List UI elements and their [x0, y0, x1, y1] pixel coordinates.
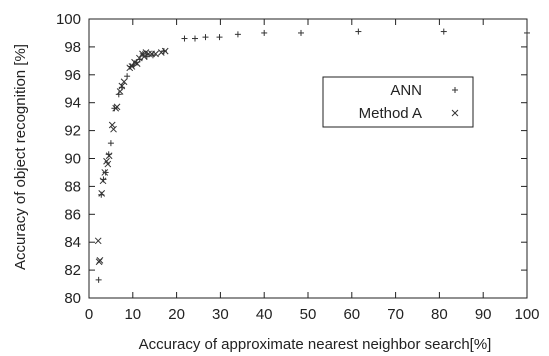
data-point [202, 34, 209, 41]
x-tick-label: 100 [514, 306, 539, 323]
legend-marker-ann [452, 87, 458, 93]
series-ann [95, 28, 530, 283]
plot-area [88, 18, 528, 299]
y-tick-label: 94 [64, 95, 81, 112]
data-point [440, 28, 447, 35]
y-tick-label: 100 [56, 11, 81, 28]
data-point [524, 29, 530, 36]
data-point [104, 160, 112, 168]
y-axis: 80 82 84 86 88 90 92 94 96 98 100 [56, 11, 527, 307]
data-point [128, 63, 136, 70]
series-method-a [94, 47, 169, 266]
data-point [145, 50, 152, 58]
data-point [152, 50, 159, 58]
legend-marker-symbol [451, 109, 459, 117]
data-point [191, 35, 198, 42]
legend-box [322, 76, 474, 128]
data-point [95, 276, 102, 283]
data-point [181, 35, 188, 42]
legend-label-method-a: Method A [359, 105, 422, 122]
y-tick-label: 84 [64, 234, 81, 251]
data-point [355, 28, 362, 35]
y-tick-label: 80 [64, 290, 81, 307]
y-tick-label: 82 [64, 262, 81, 279]
x-tick-label: 90 [475, 306, 492, 323]
y-tick-label: 88 [64, 178, 81, 195]
plot-border [88, 18, 528, 299]
x-tick-label: 10 [124, 306, 141, 323]
data-point [98, 190, 106, 197]
x-tick-label: 70 [387, 306, 404, 323]
data-point [94, 237, 102, 245]
x-tick-label: 80 [431, 306, 448, 323]
data-point [161, 47, 169, 55]
y-tick-label: 86 [64, 206, 81, 223]
x-axis: 0 10 20 30 40 50 60 70 80 90 100 [85, 19, 540, 323]
data-point [101, 169, 109, 176]
data-point [99, 177, 107, 185]
data-point [96, 256, 104, 264]
data-point [234, 31, 241, 38]
data-point [102, 169, 109, 176]
data-point [107, 140, 114, 147]
x-tick-label: 60 [343, 306, 360, 323]
y-tick-label: 98 [64, 39, 81, 56]
y-tick-label: 90 [64, 151, 81, 168]
data-point [116, 88, 124, 95]
data-point [105, 152, 113, 160]
data-point [120, 78, 128, 86]
data-point [216, 34, 223, 41]
data-point [261, 29, 268, 36]
data-point [124, 73, 131, 80]
data-point [157, 49, 165, 56]
legend: ANN Method A [322, 76, 474, 128]
data-series [94, 28, 530, 283]
x-axis-label: Accuracy of approximate nearest neighbor… [139, 336, 492, 353]
data-point [140, 53, 148, 61]
legend-label-ann: ANN [390, 82, 422, 99]
data-point [133, 60, 141, 67]
legend-marker-method-a [451, 109, 459, 117]
x-tick-label: 0 [85, 306, 93, 323]
x-tick-label: 30 [212, 306, 229, 323]
x-tick-label: 50 [300, 306, 317, 323]
x-tick-label: 20 [168, 306, 185, 323]
data-point [297, 29, 304, 36]
y-tick-label: 96 [64, 67, 81, 84]
legend-marker-symbol [452, 87, 458, 93]
y-axis-label: Accuracy of object recognition [%] [12, 44, 29, 270]
data-point [118, 82, 126, 90]
data-point [110, 125, 117, 133]
data-point [108, 121, 116, 129]
y-tick-label: 92 [64, 123, 81, 140]
x-tick-label: 40 [256, 306, 273, 323]
data-point [113, 103, 121, 111]
data-point [136, 54, 143, 62]
